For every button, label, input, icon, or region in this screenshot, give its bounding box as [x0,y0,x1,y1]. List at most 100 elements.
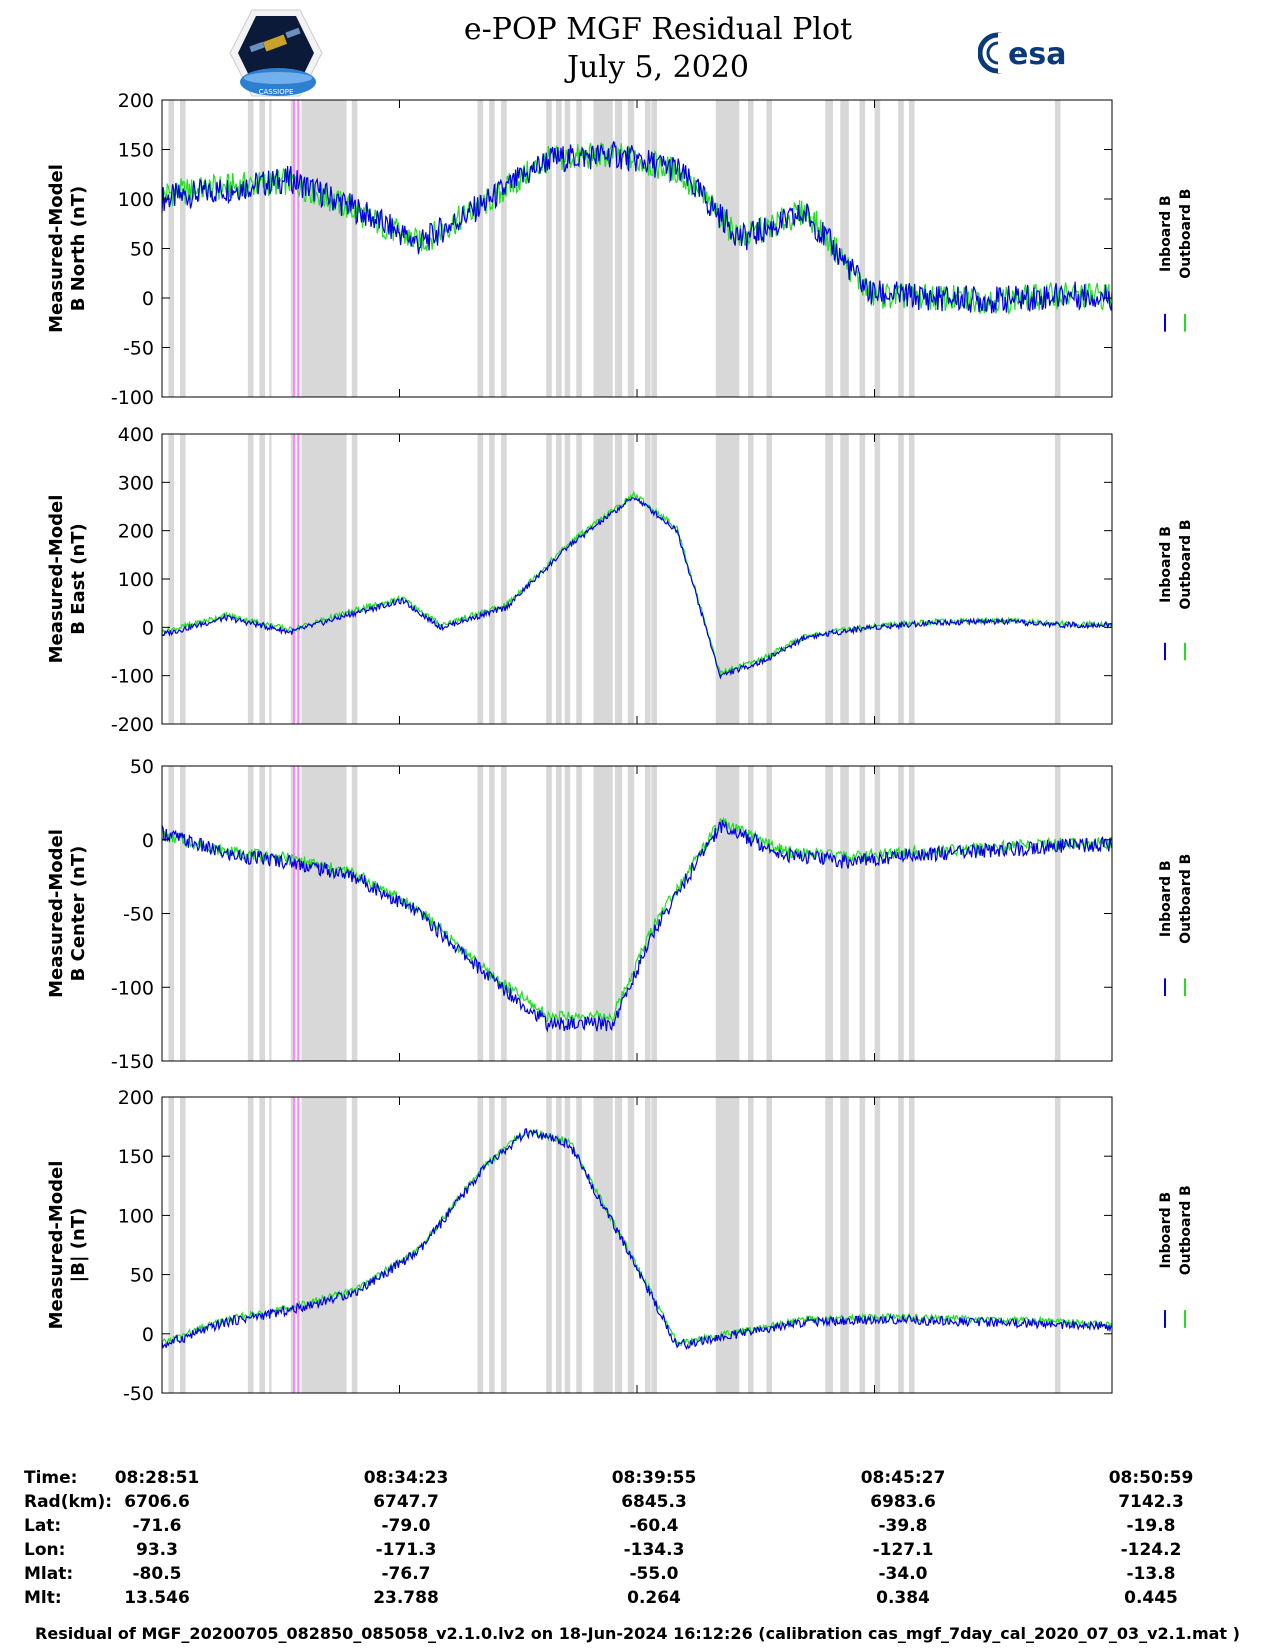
info-lat-col2: -79.0 [381,1516,431,1536]
y-axis-label: Measured-ModelB North (nT) [46,164,89,333]
legend-label-inboard: Inboard B [1158,195,1174,272]
info-mlt-col3: 0.264 [627,1588,681,1608]
info-rad-col1: 6706.6 [124,1492,190,1512]
shaded-interval-18 [627,100,635,397]
shaded-interval-30 [1054,1097,1061,1393]
info-label-mlat: Mlat: [24,1564,74,1584]
shaded-interval-19 [644,766,651,1061]
shaded-interval-15 [576,1097,582,1393]
info-label-mlt: Mlt: [24,1588,62,1608]
info-lon-col4: -127.1 [872,1540,934,1560]
shaded-interval-3 [247,1097,254,1393]
shaded-interval-27 [874,100,881,397]
shaded-interval-29 [908,1097,915,1393]
esa-logo-text: esa [1008,37,1066,72]
shaded-interval-1 [168,100,175,397]
shaded-interval-19 [644,1097,651,1393]
series-line-inboard [161,819,1113,1033]
y-tick-label: 150 [118,140,154,162]
shaded-interval-25 [840,766,849,1061]
shaded-interval-5 [269,766,272,1061]
y-tick-label: 150 [118,1146,154,1168]
info-mlat-col3: -55.0 [629,1564,679,1584]
shaded-interval-23 [766,766,773,1061]
info-rad-col3: 6845.3 [621,1492,687,1512]
info-mlat-col5: -13.8 [1126,1564,1176,1584]
shaded-interval-6 [290,766,293,1061]
shaded-interval-3 [247,434,254,724]
info-lon-col1: 93.3 [136,1540,178,1560]
chart-title-line1: e-POP MGF Residual Plot [463,12,853,47]
legend-label-outboard: Outboard B [1178,189,1194,279]
y-tick-label: 100 [118,189,154,211]
y-axis-label-line1: Measured-Model [46,164,67,333]
shaded-interval-17 [614,434,623,724]
header: CASSIOPE e-POP MGF Residual Plot July 5,… [0,0,1275,100]
shaded-interval-8 [351,434,358,724]
marker-interval-1 [292,100,296,397]
shaded-interval-9 [477,100,484,397]
shaded-interval-11 [501,100,507,397]
info-mlat-col4: -34.0 [878,1564,928,1584]
y-axis-label-line2: B East (nT) [68,523,89,635]
shaded-interval-29 [908,100,915,397]
y-tick-label: -100 [111,387,154,409]
shaded-interval-5 [269,434,272,724]
shaded-interval-12 [546,434,552,724]
info-mlat-col2: -76.7 [381,1564,431,1584]
y-axis-label-line1: Measured-Model [46,829,67,998]
shaded-interval-6 [290,100,293,397]
y-tick-label: -50 [123,904,154,926]
legend-label-inboard: Inboard B [1158,1192,1174,1269]
shaded-interval-19 [644,434,651,724]
shaded-interval-14 [564,100,571,397]
cassiope-logo-text: CASSIOPE [259,88,294,96]
info-time-col1: 08:28:51 [114,1468,200,1488]
cassiope-logo: CASSIOPE [229,9,323,97]
marker-interval-2 [297,434,300,724]
shaded-interval-9 [477,1097,484,1393]
shaded-interval-14 [564,766,571,1061]
shaded-interval-5 [269,100,272,397]
shaded-interval-12 [546,1097,552,1393]
y-axis-label: Measured-Model|B| (nT) [46,1161,89,1330]
info-mlt-col5: 0.445 [1124,1588,1178,1608]
shaded-interval-10 [489,100,495,397]
shaded-interval-2 [180,1097,186,1393]
shaded-interval-1 [168,1097,175,1393]
panel-1: 200 150 100 50 0 -50 -100 Measured-ModelB North… [46,90,1194,409]
orbit-info-table: Time: Rad(km): Lat: Lon: Mlat: Mlt: 08:2… [0,1468,1275,1628]
shaded-interval-18 [627,1097,635,1393]
shaded-interval-3 [247,766,254,1061]
shaded-interval-28 [898,1097,904,1393]
shaded-interval-7 [301,766,347,1061]
panel-2: 400 300 200 100 0 -100 -200 Measured-ModelB Eas… [46,424,1194,736]
info-mlt-col2: 23.788 [373,1588,439,1608]
legend-label-inboard: Inboard B [1158,860,1174,937]
y-tick-label: 300 [118,472,154,494]
shaded-interval-7 [301,100,347,397]
shaded-interval-26 [859,1097,866,1393]
shaded-interval-4 [259,766,266,1061]
panel-3: 50 0 -50 -100 -150 Measured-ModelB Center (nT… [46,756,1194,1073]
shaded-interval-30 [1054,100,1061,397]
info-rad-col5: 7142.3 [1118,1492,1184,1512]
y-axis-label-line1: Measured-Model [46,495,67,664]
y-axis-label-line2: |B| (nT) [68,1208,89,1283]
shaded-interval-8 [351,1097,358,1393]
shaded-interval-2 [180,434,186,724]
info-rad-col4: 6983.6 [870,1492,936,1512]
shaded-interval-3 [247,100,254,397]
info-time-col5: 08:50:59 [1108,1468,1194,1488]
esa-logo: esa [978,32,1066,74]
shaded-interval-10 [489,766,495,1061]
shaded-interval-10 [489,434,495,724]
info-lat-col3: -60.4 [629,1516,679,1536]
shaded-interval-16 [593,1097,613,1393]
info-lat-col5: -19.8 [1126,1516,1176,1536]
y-axis-label-line2: B North (nT) [68,186,89,312]
info-lon-col5: -124.2 [1120,1540,1182,1560]
y-tick-label: 200 [118,521,154,543]
shaded-interval-14 [564,434,571,724]
y-tick-label: -50 [123,1383,154,1405]
